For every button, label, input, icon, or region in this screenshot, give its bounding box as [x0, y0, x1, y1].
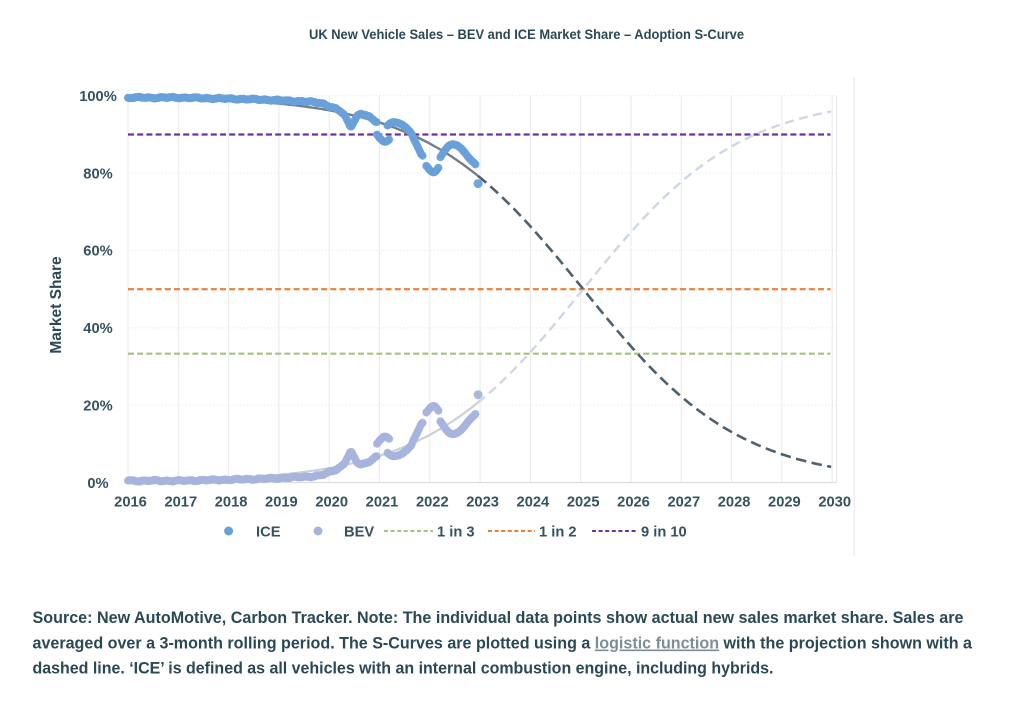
- svg-text:2029: 2029: [768, 495, 801, 511]
- svg-text:ICE: ICE: [256, 524, 281, 540]
- svg-text:2020: 2020: [315, 495, 348, 511]
- svg-text:80%: 80%: [83, 166, 112, 182]
- svg-text:dashed line. ‘ICE’ is defined: dashed line. ‘ICE’ is defined as all veh…: [33, 660, 774, 678]
- svg-text:BEV: BEV: [344, 524, 374, 540]
- svg-text:2022: 2022: [416, 495, 449, 511]
- svg-text:9 in 10: 9 in 10: [641, 524, 687, 540]
- svg-text:2023: 2023: [466, 495, 499, 511]
- svg-text:2030: 2030: [818, 495, 851, 511]
- svg-text:60%: 60%: [83, 244, 112, 260]
- svg-text:2021: 2021: [366, 495, 399, 511]
- svg-text:2026: 2026: [617, 495, 650, 511]
- svg-text:2019: 2019: [265, 495, 298, 511]
- svg-text:20%: 20%: [83, 398, 112, 414]
- svg-text:averaged over a 3-month rollin: averaged over a 3-month rolling period. …: [33, 635, 973, 653]
- svg-text:2017: 2017: [164, 495, 197, 511]
- svg-text:UK New Vehicle Sales – BEV and: UK New Vehicle Sales – BEV and ICE Marke…: [309, 26, 744, 42]
- svg-text:1 in 3: 1 in 3: [437, 524, 475, 540]
- svg-text:2018: 2018: [215, 495, 248, 511]
- svg-text:2024: 2024: [517, 495, 551, 511]
- svg-text:0%: 0%: [87, 476, 108, 492]
- svg-text:1 in 2: 1 in 2: [539, 524, 577, 540]
- svg-text:2025: 2025: [567, 495, 600, 511]
- svg-text:2027: 2027: [667, 495, 700, 511]
- svg-text:2016: 2016: [114, 495, 147, 511]
- svg-text:100%: 100%: [79, 89, 117, 105]
- svg-text:Source: New AutoMotive, Carbon: Source: New AutoMotive, Carbon Tracker. …: [33, 609, 964, 627]
- svg-text:40%: 40%: [83, 321, 112, 337]
- svg-text:2028: 2028: [718, 495, 751, 511]
- svg-text:Market Share: Market Share: [48, 256, 65, 354]
